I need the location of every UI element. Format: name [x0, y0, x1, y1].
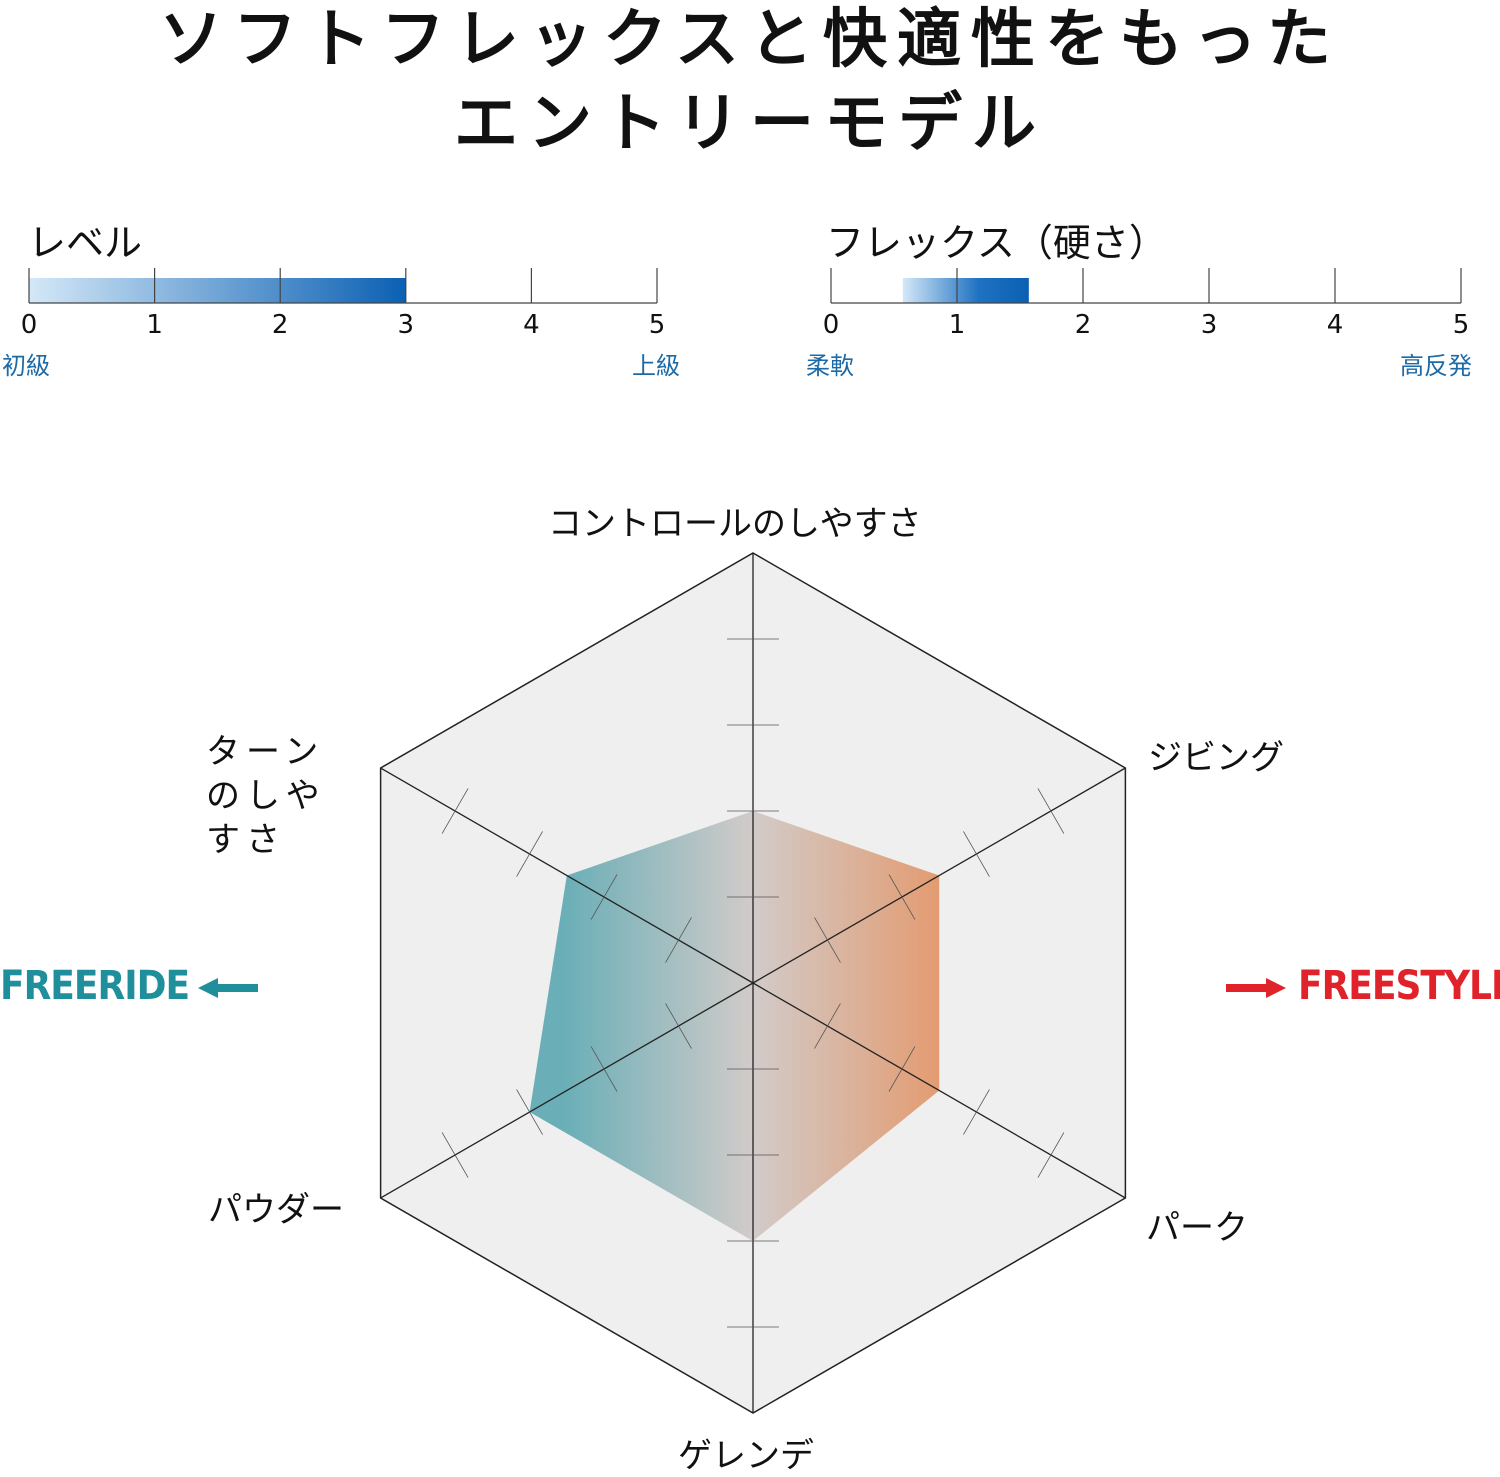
radar-tick — [963, 1089, 990, 1135]
title-line-2: エントリーモデル — [454, 87, 1046, 161]
scale-tick-label: 5 — [1452, 310, 1470, 340]
freeride-label: FREERIDE — [0, 963, 190, 1009]
radar-tick — [516, 831, 543, 877]
level-scale-label: レベル — [28, 221, 143, 265]
scale-tick-label: 0 — [822, 310, 840, 340]
axis-label-park: パーク — [1146, 1208, 1248, 1248]
flex-left-end-label: 柔軟 — [806, 352, 854, 380]
level-left-end-label: 初級 — [2, 352, 50, 380]
scale-fill — [29, 278, 406, 303]
radar-data-shape — [529, 811, 940, 1241]
freestyle-arrow-icon — [1226, 978, 1286, 998]
radar-tick — [963, 831, 990, 877]
radar-tick — [665, 1003, 692, 1049]
radar-tick — [814, 1003, 841, 1049]
title-line-1: ソフトフレックスと快適性をもった — [158, 3, 1342, 77]
axis-label-control: コントロールのしやすさ — [548, 504, 922, 544]
scale-tick-label: 2 — [271, 310, 289, 340]
radar-tick — [888, 874, 916, 920]
radar-tick — [441, 1132, 469, 1178]
level-right-end-label: 上級 — [632, 352, 680, 380]
radar-tick — [590, 1046, 618, 1092]
axis-label-groomer: ゲレンデ — [678, 1436, 814, 1476]
freeride-arrow-icon — [198, 978, 258, 998]
scale-tick-label: 0 — [20, 310, 38, 340]
radar-tick — [888, 1046, 916, 1092]
scale-tick-label: 1 — [146, 310, 163, 340]
scale-bars — [28, 268, 1462, 304]
radar-spoke — [752, 767, 1126, 984]
radar-spoke — [380, 767, 754, 984]
freestyle-label: FREESTYLE — [1298, 963, 1500, 1009]
radar-spoke — [752, 982, 1126, 1199]
radar-tick — [516, 1089, 543, 1135]
radar-spoke — [380, 982, 754, 1199]
axis-label-turn: ターンのしやすさ — [206, 732, 326, 860]
scale-tick-label: 5 — [648, 310, 666, 340]
radar-tick — [590, 874, 618, 920]
axis-label-jibbing: ジビング — [1148, 738, 1284, 778]
radar-tick — [1037, 1132, 1065, 1178]
axis-label-powder: パウダー — [208, 1190, 344, 1230]
radar-tick — [665, 917, 692, 963]
radar-tick — [814, 917, 841, 963]
scale-tick-label: 4 — [1326, 310, 1344, 340]
scale-tick-label: 3 — [397, 310, 415, 340]
flex-scale-label: フレックス（硬さ） — [826, 221, 1167, 265]
radar-tick — [441, 788, 469, 834]
scale-fill — [902, 278, 1029, 303]
scale-tick-label: 4 — [523, 310, 540, 340]
scale-tick-label: 1 — [948, 310, 966, 340]
radar-tick — [1037, 788, 1065, 834]
flex-right-end-label: 高反発 — [1400, 352, 1472, 380]
scale-tick-label: 3 — [1200, 310, 1218, 340]
scale-tick-label: 2 — [1074, 310, 1092, 340]
